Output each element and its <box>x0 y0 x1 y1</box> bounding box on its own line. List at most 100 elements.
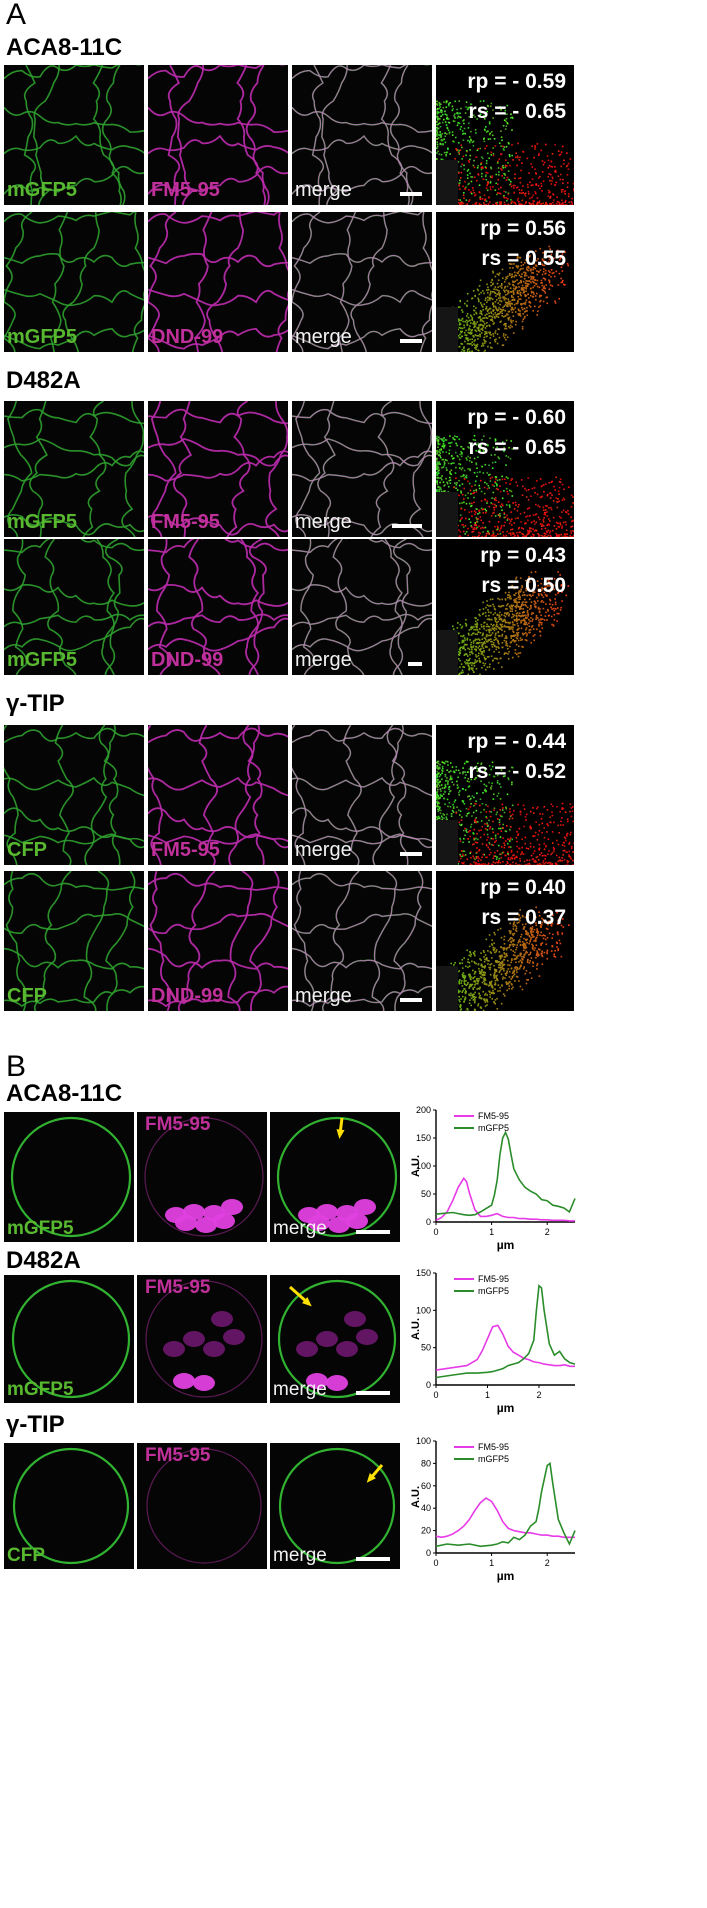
merge-label: merge <box>295 649 352 671</box>
chloroplast <box>308 1215 330 1231</box>
legend-label: FM5-95 <box>478 1442 509 1452</box>
pearson-coefficient: rp = 0.56 <box>480 217 566 240</box>
colocalization-scatterplot: rp = 0.56 rs = 0.55 <box>436 212 574 352</box>
green-channel-image: CFP <box>4 1443 134 1569</box>
green-channel-image: CFP <box>4 871 144 1011</box>
scale-bar <box>356 1230 390 1234</box>
chloroplast <box>328 1217 350 1233</box>
y-axis-label: A.U. <box>410 1155 422 1177</box>
x-tick-label: 2 <box>536 1390 541 1400</box>
panel-a-letter: A <box>6 0 27 31</box>
line-chart-svg: 0 50 100 150 0 1 2 µm A.U. FM5-95 mGFP5 <box>410 1268 576 1415</box>
chloroplast <box>175 1215 197 1231</box>
series-line-fm5-95 <box>435 1176 575 1222</box>
y-tick-label: 100 <box>416 1161 431 1171</box>
cell-walls-image <box>4 212 144 352</box>
chloroplast <box>183 1331 205 1347</box>
cell-walls-image <box>148 871 288 1011</box>
channel-label: FM5-95 <box>145 1445 211 1466</box>
chloroplast <box>336 1341 358 1357</box>
line-chart-svg: 0 50 100 150 200 0 1 2 µm A.U. FM5-95 mGFP5 <box>410 1105 576 1252</box>
merge-image: merge <box>292 212 432 352</box>
series-line-fm5-95 <box>435 1324 575 1371</box>
scale-bar <box>400 339 422 343</box>
magenta-channel-image: FM5-95 <box>137 1443 267 1569</box>
x-tick-label: 1 <box>489 1558 494 1568</box>
cell-walls-image <box>292 871 432 1011</box>
y-tick-label: 150 <box>416 1133 431 1143</box>
protoplast-outline <box>145 1280 263 1398</box>
y-tick-label: 200 <box>416 1105 431 1115</box>
protoplast-outline <box>144 1117 264 1237</box>
channel-label: FM5-95 <box>145 1114 211 1135</box>
protoplast-image <box>146 1448 262 1564</box>
y-axis-label: A.U. <box>410 1318 422 1340</box>
cell-walls-image <box>148 65 288 205</box>
protoplast-membrane <box>12 1447 130 1565</box>
pearson-coefficient: rp = 0.43 <box>480 544 566 567</box>
chloroplast <box>346 1213 368 1229</box>
chloroplast <box>173 1373 195 1389</box>
spearman-coefficient: rs = - 0.65 <box>468 436 566 459</box>
x-tick-label: 2 <box>545 1558 550 1568</box>
scale-bar <box>400 998 422 1002</box>
magenta-channel-image: DND-99 <box>148 871 288 1011</box>
chloroplast <box>354 1199 376 1215</box>
protoplast-image <box>10 1116 132 1238</box>
channel-label: FM5-95 <box>151 839 220 861</box>
pearson-coefficient: rp = - 0.59 <box>467 70 566 93</box>
arrow-icon <box>336 1117 345 1139</box>
colocalization-scatterplot: rp = - 0.44 rs = - 0.52 <box>436 725 574 865</box>
channel-label: DND-99 <box>151 649 224 671</box>
x-tick-label: 2 <box>545 1227 550 1237</box>
legend-label: mGFP5 <box>478 1286 509 1296</box>
x-axis-label: µm <box>497 1569 515 1583</box>
y-tick-label: 100 <box>416 1305 431 1315</box>
scatterplot-image <box>436 100 574 205</box>
y-tick-label: 0 <box>426 1217 431 1227</box>
cell-walls-image <box>4 725 144 865</box>
scale-bar <box>400 192 422 196</box>
chloroplast <box>221 1199 243 1215</box>
colocalization-scatterplot: rp = 0.43 rs = 0.50 <box>436 539 574 675</box>
spearman-coefficient: rs = - 0.52 <box>468 760 566 783</box>
line-chart-svg: 0 20 40 60 80 100 0 1 2 µm A.U. FM5-95 mGFP5 <box>410 1436 576 1583</box>
protoplast-membrane <box>278 1447 396 1565</box>
channel-label: FM5-95 <box>145 1277 211 1298</box>
merge-label: merge <box>295 839 352 861</box>
merge-label: merge <box>295 511 352 533</box>
cell-walls-image <box>4 871 144 1011</box>
colocalization-scatterplot: rp = 0.40 rs = 0.37 <box>436 871 574 1011</box>
pearson-coefficient: rp = - 0.44 <box>467 730 566 753</box>
x-tick-label: 0 <box>433 1227 438 1237</box>
arrow-icon <box>289 1285 312 1307</box>
protoplast-membrane <box>11 1279 131 1399</box>
channel-label: CFP <box>7 1545 45 1566</box>
cell-walls-image <box>148 539 288 675</box>
group-title: D482A <box>6 367 81 394</box>
scale-bar <box>400 852 422 856</box>
y-tick-label: 100 <box>416 1436 431 1446</box>
merge-image: merge <box>292 725 432 865</box>
channel-label: mGFP5 <box>7 1379 74 1400</box>
channel-label: DND-99 <box>151 985 224 1007</box>
scatterplot-image <box>436 245 569 352</box>
chloroplast <box>163 1341 185 1357</box>
legend-label: FM5-95 <box>478 1111 509 1121</box>
chloroplast <box>195 1217 217 1233</box>
magenta-channel-image: DND-99 <box>148 212 288 352</box>
merge-image: merge <box>270 1443 400 1569</box>
group-title: D482A <box>6 1247 81 1274</box>
correlation-coefficients: rp = 0.56 rs = 0.55 <box>480 214 566 274</box>
merge-label: merge <box>295 326 352 348</box>
colocalization-scatterplot: rp = - 0.59 rs = - 0.65 <box>436 65 574 205</box>
scatterplot-image <box>436 435 574 537</box>
merge-image: merge <box>270 1275 400 1403</box>
pearson-coefficient: rp = - 0.60 <box>467 406 566 429</box>
channel-label: mGFP5 <box>7 511 78 533</box>
channel-label: FM5-95 <box>151 179 220 201</box>
chloroplast <box>316 1331 338 1347</box>
scale-bar <box>392 524 422 528</box>
y-tick-label: 0 <box>426 1548 431 1558</box>
protoplast-outline <box>146 1448 262 1564</box>
